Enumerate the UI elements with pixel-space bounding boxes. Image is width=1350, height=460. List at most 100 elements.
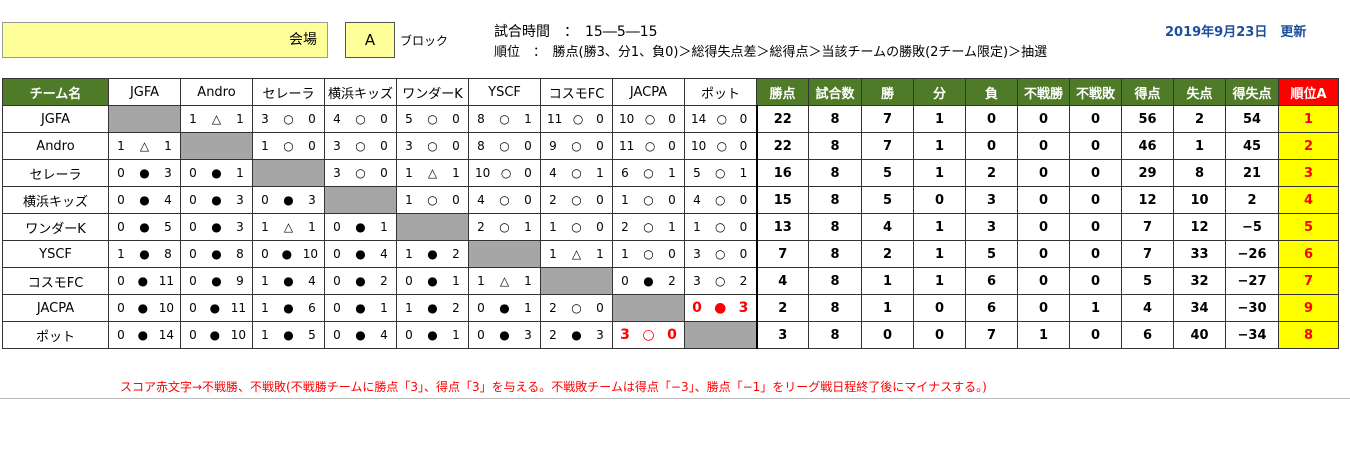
goal-count: 2 — [549, 193, 557, 207]
match-result: 1 ○ 0 — [612, 240, 685, 268]
stat-value: 0 — [1069, 267, 1122, 295]
result-mark: ● — [427, 274, 438, 288]
score-text: 2 ○ 1 — [469, 220, 540, 234]
score-text: 0 ● 4 — [325, 247, 396, 261]
match-result: 3 ○ 2 — [684, 267, 757, 295]
stat-value: 4 — [861, 213, 914, 241]
updated-date: 2019年9月23日 更新 — [1165, 25, 1307, 40]
goal-count: 1 — [261, 328, 269, 342]
goal-count: 1 — [524, 301, 532, 315]
stat-value: 6 — [1121, 321, 1174, 349]
goal-count: 0 — [117, 220, 125, 234]
match-result: 2 ○ 0 — [540, 294, 613, 322]
goal-count: 1 — [261, 274, 269, 288]
score-text: 5 ○ 0 — [397, 112, 468, 126]
stat-value: 1 — [913, 105, 966, 133]
score-text: 1 ● 5 — [253, 328, 324, 342]
goal-count: 1 — [261, 139, 269, 153]
goal-count: 3 — [308, 193, 316, 207]
goal-count: 0 — [308, 112, 316, 126]
goal-count: 0 — [189, 220, 197, 234]
score-text: 0 ● 11 — [109, 274, 180, 288]
score-text: 1 ○ 0 — [685, 220, 756, 234]
stat-value: 0 — [1069, 105, 1122, 133]
goal-count: 1 — [739, 166, 748, 180]
goal-count: 5 — [405, 112, 413, 126]
goal-count: 0 — [261, 193, 269, 207]
stat-value: −30 — [1225, 294, 1279, 322]
result-mark: ● — [211, 220, 222, 234]
goal-count: 1 — [164, 139, 172, 153]
goal-count: 0 — [405, 328, 413, 342]
stat-value: 0 — [1017, 213, 1070, 241]
result-mark: ● — [211, 166, 222, 180]
score-text: 1 △ 1 — [109, 139, 180, 153]
result-mark: ○ — [571, 193, 582, 207]
goal-count: 11 — [158, 274, 174, 288]
score-text: 10 ○ 0 — [613, 112, 684, 126]
stat-value: 4 — [1121, 294, 1174, 322]
stat-header: 得失点 — [1225, 78, 1279, 106]
match-result: 3 ○ 0 — [324, 159, 397, 187]
match-result: 0 ● 1 — [324, 213, 397, 241]
score-text: 9 ○ 0 — [541, 139, 612, 153]
match-result: 14 ○ 0 — [684, 105, 757, 133]
score-text: 0 ● 3 — [181, 220, 252, 234]
stat-value: 0 — [1069, 240, 1122, 268]
result-mark: ● — [209, 328, 221, 342]
result-mark: ○ — [715, 274, 726, 288]
goal-count: 0 — [189, 328, 197, 342]
match-result: 8 ○ 0 — [468, 132, 541, 160]
result-mark: ● — [427, 301, 438, 315]
score-text: 0 ● 3 — [109, 166, 180, 180]
goal-count: 0 — [333, 247, 341, 261]
stat-value: 2 — [861, 240, 914, 268]
result-mark: ○ — [355, 112, 366, 126]
match-result: 3 ○ 0 — [684, 240, 757, 268]
result-mark: ○ — [499, 220, 510, 234]
match-result: 5 ○ 1 — [684, 159, 757, 187]
match-result: 1 ● 4 — [252, 267, 325, 295]
score-text: 5 ○ 1 — [685, 166, 756, 180]
result-mark: △ — [571, 247, 582, 261]
result-mark: ○ — [644, 112, 656, 126]
team-name: コスモFC — [2, 267, 109, 295]
match-result: 3 ○ 0 — [324, 132, 397, 160]
stat-value: 15 — [755, 186, 809, 214]
goal-count: 4 — [693, 193, 701, 207]
goal-count: 1 — [452, 166, 460, 180]
result-mark: ● — [139, 193, 150, 207]
score-text: 4 ○ 0 — [469, 193, 540, 207]
score-text: 0 ● 10 — [181, 328, 252, 342]
goal-count: 10 — [475, 166, 491, 180]
stat-value: 33 — [1173, 240, 1226, 268]
score-text: 3 ○ 0 — [325, 139, 396, 153]
score-text: 2 ○ 0 — [541, 193, 612, 207]
match-result: 4 ○ 0 — [684, 186, 757, 214]
self-cell — [108, 105, 181, 133]
stat-value: 8 — [808, 294, 862, 322]
self-cell — [468, 240, 541, 268]
goal-count: 2 — [668, 274, 676, 288]
result-mark: ○ — [571, 139, 582, 153]
result-mark: ● — [355, 274, 366, 288]
result-mark: ○ — [644, 139, 656, 153]
goal-count: 1 — [261, 301, 269, 315]
result-mark: ○ — [500, 166, 512, 180]
match-result: 1 ○ 0 — [396, 186, 469, 214]
score-text: 0 ● 8 — [181, 247, 252, 261]
score-text: 8 ○ 1 — [469, 112, 540, 126]
score-text: 1 △ 1 — [397, 166, 468, 180]
goal-count: 4 — [164, 193, 172, 207]
self-cell — [180, 132, 253, 160]
stat-value: 7 — [861, 132, 914, 160]
stat-value: 1 — [913, 213, 966, 241]
goal-count: 9 — [549, 139, 557, 153]
stat-value: 54 — [1225, 105, 1279, 133]
goal-count: 4 — [477, 193, 485, 207]
goal-count: 0 — [739, 220, 748, 234]
stat-value: −5 — [1225, 213, 1279, 241]
goal-count: 0 — [380, 166, 388, 180]
goal-count: 0 — [477, 301, 485, 315]
score-text: 3 ○ 0 — [397, 139, 468, 153]
